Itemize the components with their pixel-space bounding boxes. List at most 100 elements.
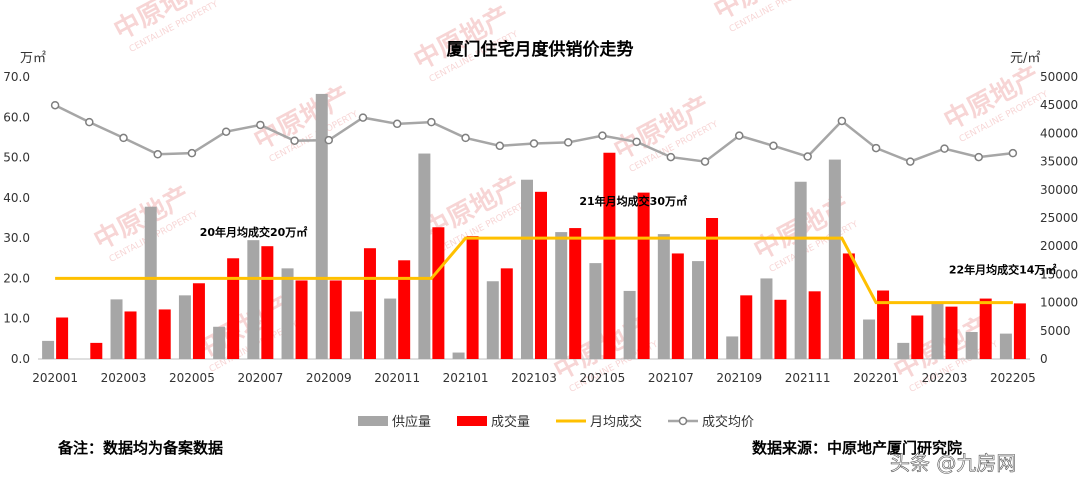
price-point	[1008, 148, 1018, 158]
note-text: 备注：数据均为备案数据	[57, 439, 223, 457]
left-tick-label: 0.0	[11, 352, 30, 366]
sales-bar	[1013, 303, 1026, 359]
right-tick-label: 35000	[1040, 155, 1078, 169]
sales-bar	[979, 298, 992, 359]
sales-bar	[706, 218, 719, 359]
price-point	[598, 131, 607, 140]
left-tick-label: 40.0	[3, 191, 30, 205]
sales-bar	[842, 253, 855, 359]
chart-title: 厦门住宅月度供销价走势	[447, 39, 634, 60]
sales-bar	[877, 290, 890, 359]
supply-bar	[623, 290, 636, 359]
left-axis-unit: 万㎡	[20, 51, 46, 66]
sales-bar	[56, 317, 69, 359]
supply-bar	[281, 268, 294, 359]
price-point	[187, 148, 197, 158]
sales-bar	[363, 248, 376, 359]
price-point	[358, 113, 368, 122]
price-point	[974, 152, 983, 162]
supply-bar	[178, 295, 191, 359]
legend-label: 成交量	[491, 414, 530, 430]
monthly-average-path	[55, 236, 1013, 305]
left-y-axis-ticks: 0.0 10.0 20.0 30.0 40.0 50.0 60.0 70.0	[3, 70, 30, 366]
x-tick-label: 202203	[922, 371, 968, 385]
annotations: 20年月均成交20万㎡ 21年月均成交30万㎡ 22年月均成交14万㎡	[200, 194, 1057, 276]
price-point	[940, 144, 949, 153]
sales-bar	[329, 280, 342, 359]
x-tick-label: 202001	[32, 371, 78, 385]
sales-bar	[500, 268, 513, 359]
supply-bar	[760, 278, 773, 359]
supply-bar	[794, 181, 807, 359]
x-tick-label: 202201	[853, 371, 899, 385]
legend-swatch	[358, 416, 388, 426]
supply-bar	[384, 298, 397, 359]
sales-bar	[740, 295, 753, 359]
right-tick-label: 25000	[1040, 211, 1078, 225]
x-tick-label: 202007	[237, 371, 283, 385]
supply-bar	[349, 311, 362, 359]
supply-bar	[863, 319, 876, 359]
price-point	[153, 150, 162, 159]
price-point	[85, 117, 94, 127]
supply-bar	[452, 352, 465, 359]
right-tick-label: 40000	[1040, 126, 1078, 140]
monthly-average-line	[55, 236, 1013, 305]
sales-bar	[637, 192, 650, 359]
sales-bar	[774, 299, 787, 359]
x-tick-label: 202101	[443, 371, 489, 385]
supply-bar	[110, 299, 123, 359]
supply-bar	[144, 206, 157, 359]
right-tick-label: 50000	[1040, 70, 1078, 84]
sales-bar	[261, 246, 274, 359]
left-tick-label: 70.0	[3, 70, 30, 84]
sales-bar	[808, 291, 821, 359]
supply-bar	[521, 179, 533, 359]
price-point	[529, 139, 539, 148]
corner-watermark: 头条 @九房网	[890, 451, 1016, 475]
x-tick-label: 202003	[101, 371, 147, 385]
price-path	[54, 104, 1014, 163]
right-tick-label: 5000	[1040, 324, 1071, 338]
price-point	[563, 138, 573, 147]
supply-bar	[657, 234, 670, 359]
supply-bar	[897, 342, 910, 359]
legend-swatch	[457, 416, 487, 426]
price-line	[50, 100, 1018, 166]
price-point	[256, 120, 265, 130]
x-tick-label: 202005	[169, 371, 215, 385]
sales-bar	[227, 258, 240, 359]
sales-bar	[124, 311, 137, 359]
price-point	[700, 157, 710, 166]
price-point	[290, 136, 299, 145]
average-annotation: 21年月均成交30万㎡	[579, 194, 687, 208]
supply-bar	[828, 159, 841, 359]
x-tick-label: 202107	[648, 371, 694, 385]
supply-bar	[726, 336, 739, 359]
price-point	[427, 117, 436, 127]
x-tick-label: 202205	[990, 371, 1036, 385]
x-tick-label: 202111	[785, 371, 831, 385]
x-tick-label: 202105	[580, 371, 626, 385]
sales-bar	[945, 306, 958, 359]
sales-bar	[192, 283, 205, 359]
sales-bar	[569, 228, 582, 359]
sales-bar	[671, 253, 684, 359]
supply-bar	[42, 340, 55, 359]
bar-series	[42, 93, 1026, 360]
price-point	[906, 157, 915, 166]
price-point	[50, 100, 60, 110]
legend-marker	[678, 416, 688, 426]
price-point	[803, 152, 812, 161]
price-point	[632, 137, 641, 147]
sales-bar	[158, 309, 171, 359]
x-axis-ticks: 202001 202003 202005 202007 202009 202011 2021…	[32, 371, 1036, 385]
price-point	[871, 143, 881, 153]
left-tick-label: 10.0	[3, 312, 30, 326]
legend-label: 成交均价	[702, 414, 754, 430]
price-point	[221, 127, 231, 136]
